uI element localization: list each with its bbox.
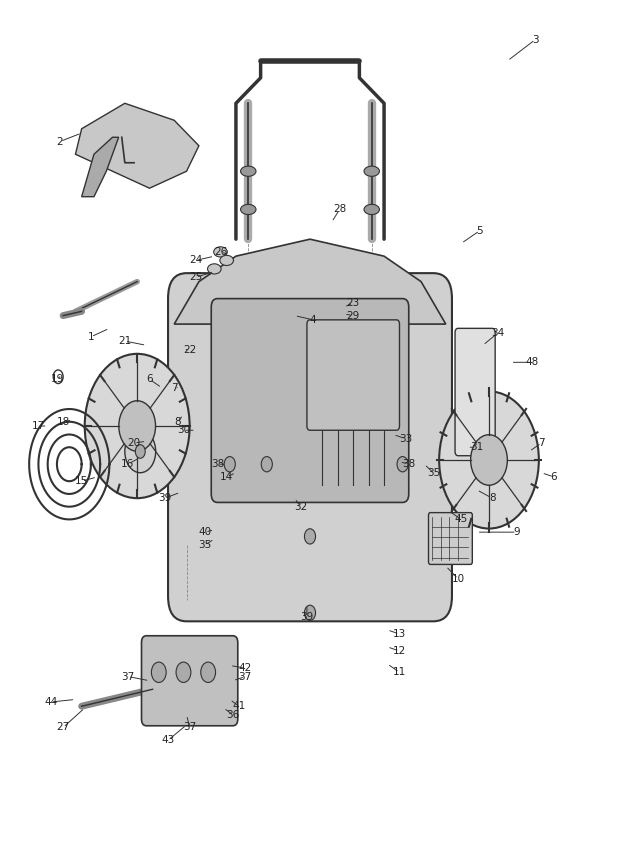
- Text: 12: 12: [393, 646, 406, 656]
- Text: 28: 28: [333, 204, 346, 215]
- Text: 24: 24: [189, 256, 203, 266]
- Text: 25: 25: [189, 273, 203, 282]
- Text: 48: 48: [526, 357, 539, 367]
- Text: 33: 33: [399, 434, 412, 444]
- Text: 4: 4: [310, 315, 316, 325]
- Circle shape: [176, 662, 191, 682]
- Text: 31: 31: [470, 442, 483, 452]
- Polygon shape: [76, 103, 199, 188]
- Text: 21: 21: [118, 336, 131, 346]
- Text: 38: 38: [211, 459, 224, 469]
- Text: 34: 34: [492, 327, 505, 337]
- Text: 10: 10: [451, 574, 465, 584]
- Text: 42: 42: [239, 663, 252, 673]
- Ellipse shape: [208, 264, 221, 274]
- Ellipse shape: [220, 256, 234, 266]
- Text: 32: 32: [294, 502, 308, 512]
- Text: 29: 29: [347, 311, 360, 320]
- Text: 20: 20: [128, 438, 141, 448]
- Circle shape: [304, 529, 316, 544]
- Circle shape: [119, 400, 156, 452]
- Text: 1: 1: [87, 331, 94, 342]
- Ellipse shape: [241, 204, 256, 215]
- Circle shape: [125, 430, 156, 473]
- Circle shape: [224, 457, 236, 472]
- Circle shape: [397, 457, 408, 472]
- Text: 26: 26: [214, 247, 227, 257]
- Text: 41: 41: [232, 701, 246, 711]
- Text: 44: 44: [44, 697, 58, 707]
- FancyBboxPatch shape: [211, 298, 409, 503]
- Text: 13: 13: [393, 629, 406, 639]
- Circle shape: [261, 457, 272, 472]
- FancyBboxPatch shape: [428, 513, 472, 564]
- Text: 7: 7: [171, 383, 177, 393]
- Text: 27: 27: [56, 722, 69, 733]
- Text: 40: 40: [198, 527, 211, 537]
- Text: 8: 8: [174, 417, 180, 427]
- Text: 30: 30: [177, 425, 190, 435]
- Text: 8: 8: [489, 493, 495, 504]
- Ellipse shape: [241, 166, 256, 176]
- Text: 35: 35: [198, 540, 211, 550]
- Text: 6: 6: [146, 374, 153, 384]
- Circle shape: [439, 391, 539, 528]
- Ellipse shape: [364, 204, 379, 215]
- Text: 11: 11: [393, 667, 406, 677]
- Text: 37: 37: [122, 671, 135, 682]
- Circle shape: [135, 445, 145, 458]
- FancyBboxPatch shape: [168, 273, 452, 621]
- Text: 6: 6: [551, 472, 557, 482]
- Text: 22: 22: [183, 344, 197, 354]
- Text: 43: 43: [161, 735, 175, 746]
- Text: 9: 9: [513, 527, 520, 537]
- Text: 19: 19: [50, 374, 64, 384]
- Circle shape: [304, 605, 316, 620]
- Polygon shape: [174, 239, 446, 324]
- Text: 38: 38: [402, 459, 415, 469]
- Ellipse shape: [214, 247, 228, 257]
- Text: 36: 36: [226, 710, 239, 720]
- Text: 37: 37: [239, 671, 252, 682]
- FancyBboxPatch shape: [455, 328, 495, 456]
- Text: 7: 7: [538, 438, 545, 448]
- Circle shape: [471, 435, 507, 486]
- Text: 2: 2: [56, 136, 63, 147]
- Text: 39: 39: [300, 612, 314, 622]
- Ellipse shape: [364, 166, 379, 176]
- Text: 18: 18: [56, 417, 69, 427]
- Circle shape: [201, 662, 216, 682]
- Circle shape: [85, 354, 190, 498]
- Text: 35: 35: [427, 468, 440, 478]
- Text: 14: 14: [220, 472, 233, 482]
- Text: 5: 5: [476, 226, 483, 236]
- Polygon shape: [82, 137, 118, 197]
- FancyBboxPatch shape: [141, 636, 238, 726]
- Text: 16: 16: [122, 459, 135, 469]
- Text: 39: 39: [158, 493, 172, 504]
- Text: 23: 23: [347, 298, 360, 308]
- Text: 15: 15: [75, 476, 88, 486]
- Text: 3: 3: [532, 35, 539, 44]
- Text: 45: 45: [454, 515, 468, 525]
- Text: 17: 17: [32, 421, 45, 431]
- Text: 37: 37: [183, 722, 197, 733]
- FancyBboxPatch shape: [307, 320, 399, 430]
- Circle shape: [151, 662, 166, 682]
